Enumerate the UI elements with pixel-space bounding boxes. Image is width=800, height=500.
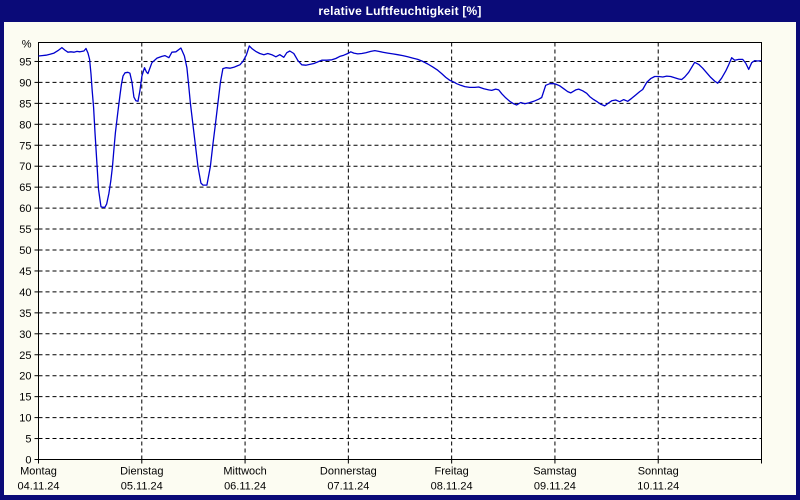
- x-date-label: 04.11.24: [17, 481, 59, 493]
- x-day-label: Sonntag: [638, 466, 679, 478]
- y-tick-label: 10: [19, 413, 31, 425]
- x-day-label: Samstag: [533, 466, 576, 478]
- y-tick-label: 60: [19, 203, 31, 215]
- y-tick-label: 65: [19, 182, 31, 194]
- y-tick-label: 85: [19, 98, 31, 110]
- title-bar: relative Luftfeuchtigkeit [%]: [0, 0, 800, 22]
- chart-title: relative Luftfeuchtigkeit [%]: [318, 4, 482, 18]
- y-tick-label: 95: [19, 56, 31, 68]
- y-tick-label: 20: [19, 371, 31, 383]
- y-tick-label: 35: [19, 308, 31, 320]
- y-tick-label: 15: [19, 392, 31, 404]
- y-tick-label: 75: [19, 140, 31, 152]
- y-tick-label: 30: [19, 329, 31, 341]
- x-date-label: 07.11.24: [327, 481, 369, 493]
- x-day-label: Montag: [20, 466, 57, 478]
- humidity-line-chart: 0 5 10 15 20 25 30 35 40 45 50 55 60 65 70 75 80 85 90 95% M…: [17, 39, 762, 493]
- x-day-label: Mittwoch: [223, 466, 266, 478]
- y-axis-unit-label: %: [22, 39, 32, 51]
- x-date-label: 10.11.24: [637, 481, 679, 493]
- y-tick-label: 80: [19, 119, 31, 131]
- x-date-label: 05.11.24: [121, 481, 163, 493]
- y-tick-label: 70: [19, 161, 31, 173]
- chart-canvas: 0 5 10 15 20 25 30 35 40 45 50 55 60 65 70 75 80 85 90 95% M…: [4, 22, 796, 495]
- x-day-label: Donnerstag: [320, 466, 377, 478]
- x-day-label: Freitag: [435, 466, 469, 478]
- y-tick-label: 5: [25, 434, 31, 446]
- y-tick-label: 45: [19, 266, 31, 278]
- x-day-label: Dienstag: [120, 466, 163, 478]
- y-tick-label: 0: [25, 455, 31, 467]
- x-date-label: 06.11.24: [224, 481, 266, 493]
- y-tick-label: 40: [19, 287, 31, 299]
- y-tick-label: 90: [19, 77, 31, 89]
- humidity-series-line: [38, 45, 762, 208]
- y-tick-label: 50: [19, 245, 31, 257]
- plot-area: [38, 42, 762, 460]
- x-date-label: 09.11.24: [534, 481, 576, 493]
- y-tick-label: 25: [19, 350, 31, 362]
- y-tick-label: 55: [19, 224, 31, 236]
- x-date-label: 08.11.24: [431, 481, 473, 493]
